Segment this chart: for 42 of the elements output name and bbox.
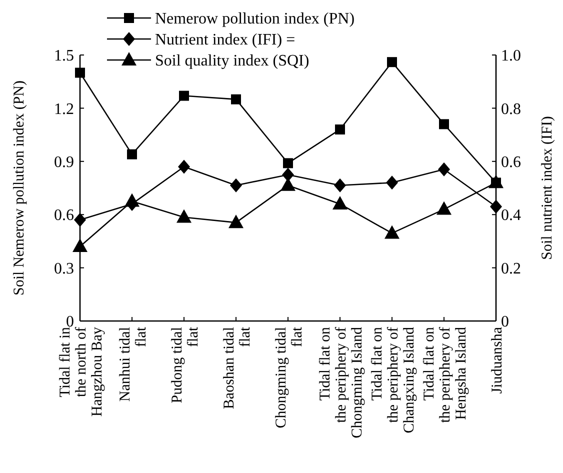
- y2-axis-title: Soil nutrient index (IFI): [539, 116, 556, 260]
- point: [332, 196, 348, 210]
- point: [490, 200, 502, 214]
- point: [179, 90, 189, 101]
- y2-tick-label: 0.4: [501, 207, 521, 224]
- y2-tick-label: 0.8: [501, 100, 521, 118]
- point: [72, 238, 88, 252]
- x-tick-label: Pudong tidal flat: [169, 326, 202, 404]
- point: [231, 94, 241, 104]
- point: [439, 119, 449, 130]
- y-axis-title: Soil Nemerow pollution index (PN): [11, 80, 28, 296]
- x-tick-label: Baoshan tidal flat: [221, 326, 254, 410]
- point: [176, 209, 192, 223]
- point: [178, 160, 190, 174]
- point: [436, 201, 452, 215]
- y-tick-label: 1.2: [54, 100, 74, 118]
- point: [384, 225, 400, 239]
- y-tick-label: 0.3: [54, 260, 74, 278]
- point: [127, 149, 137, 160]
- point: [386, 176, 398, 190]
- point: [334, 178, 346, 192]
- point: [282, 168, 294, 182]
- point: [335, 124, 345, 134]
- y2-tick-label: 1.0: [501, 48, 521, 65]
- point: [75, 68, 85, 78]
- legend-label: Nemerow pollution index (PN): [155, 10, 355, 28]
- x-tick-label: Tidal flat in the north of Hangzhou Bay: [57, 326, 106, 417]
- point: [283, 158, 293, 168]
- y-tick-label: 0.6: [54, 207, 74, 224]
- x-tick-label: Nanhui tidal flat: [117, 326, 150, 402]
- legend-label: Nutrient index (IFI) =: [155, 32, 296, 49]
- point: [230, 178, 242, 192]
- point: [438, 162, 450, 176]
- y-tick-label: 0.9: [54, 154, 74, 171]
- y2-tick-label: 0.6: [501, 154, 521, 171]
- y2-tick-label: 0.2: [501, 260, 521, 278]
- point: [387, 57, 397, 68]
- x-tick-label: Chongming tidal flat: [273, 326, 306, 428]
- point: [228, 214, 244, 228]
- point: [74, 212, 86, 227]
- y-tick-label: 1.5: [54, 48, 74, 65]
- legend-label: Soil quality index (SQI): [155, 52, 310, 70]
